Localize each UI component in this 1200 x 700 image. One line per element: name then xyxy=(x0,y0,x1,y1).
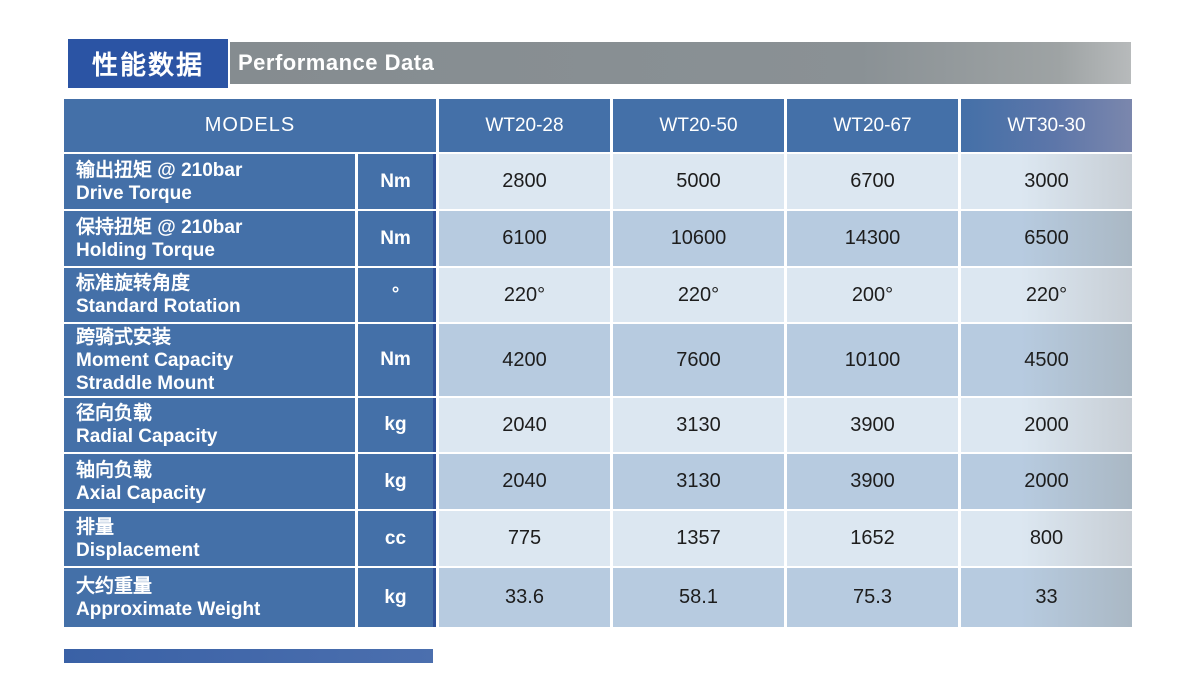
row-label-line: Displacement xyxy=(76,539,200,561)
row-label-line: Holding Torque xyxy=(76,239,215,261)
value-cell: 220° xyxy=(961,268,1132,322)
model-column-header: WT30-30 xyxy=(961,99,1132,152)
row-label-cell: 大约重量 Approximate Weight xyxy=(64,568,355,627)
value-cell: 58.1 xyxy=(613,568,784,627)
models-header-cell: MODELS xyxy=(64,99,436,152)
value-cell: 75.3 xyxy=(787,568,958,627)
value-cell: 775 xyxy=(439,511,610,566)
row-label-cell: 保持扭矩 @ 210bar Holding Torque xyxy=(64,211,355,266)
value-cell: 33 xyxy=(961,568,1132,627)
row-label-line: 大约重量 xyxy=(76,575,153,597)
value-cell: 14300 xyxy=(787,211,958,266)
row-unit-cell: Nm xyxy=(358,211,436,266)
row-unit-cell: kg xyxy=(358,454,436,509)
row-label-cell: 跨骑式安装 Moment Capacity Straddle Mount xyxy=(64,324,355,396)
value-cell: 3130 xyxy=(613,454,784,509)
value-cell: 6500 xyxy=(961,211,1132,266)
value-cell: 800 xyxy=(961,511,1132,566)
model-column-header: WT20-28 xyxy=(439,99,610,152)
value-cell: 1357 xyxy=(613,511,784,566)
section-title-en: Performance Data xyxy=(238,50,435,75)
value-cell: 2040 xyxy=(439,454,610,509)
row-label-cell: 排量 Displacement xyxy=(64,511,355,566)
value-cell: 33.6 xyxy=(439,568,610,627)
value-cell: 3130 xyxy=(613,398,784,452)
value-cell: 6100 xyxy=(439,211,610,266)
value-cell: 220° xyxy=(613,268,784,322)
value-cell: 4200 xyxy=(439,324,610,396)
row-label-line: Axial Capacity xyxy=(76,482,206,504)
row-label-line: Standard Rotation xyxy=(76,296,241,317)
row-label-line: 保持扭矩 @ 210bar xyxy=(76,216,243,238)
row-label-cell: 输出扭矩 @ 210bar Drive Torque xyxy=(64,154,355,209)
value-cell: 2000 xyxy=(961,454,1132,509)
value-cell: 10100 xyxy=(787,324,958,396)
value-cell: 3900 xyxy=(787,398,958,452)
row-label-line: 标准旋转角度 xyxy=(76,273,191,294)
value-cell: 3000 xyxy=(961,154,1132,209)
model-column-header: WT20-67 xyxy=(787,99,958,152)
value-cell: 4500 xyxy=(961,324,1132,396)
row-label-line: 排量 xyxy=(76,516,115,538)
performance-table: MODELS WT20-28 WT20-50 WT20-67 WT30-30 输出扭矩 @… xyxy=(64,99,1132,627)
row-label-cell: 标准旋转角度 Standard Rotation xyxy=(64,268,355,322)
row-label-line: 跨骑式安装 xyxy=(76,326,172,348)
value-cell: 3900 xyxy=(787,454,958,509)
section-title-bar: Performance Data xyxy=(230,42,1131,84)
value-cell: 200° xyxy=(787,268,958,322)
row-label-line: Radial Capacity xyxy=(76,426,218,447)
next-section-bar xyxy=(64,649,433,663)
value-cell: 2800 xyxy=(439,154,610,209)
value-cell: 2000 xyxy=(961,398,1132,452)
row-label-line: Approximate Weight xyxy=(76,598,261,620)
row-unit-cell: Nm xyxy=(358,324,436,396)
row-label-line: Drive Torque xyxy=(76,182,192,204)
row-unit-cell: kg xyxy=(358,568,436,627)
row-label-cell: 轴向负载 Axial Capacity xyxy=(64,454,355,509)
value-cell: 220° xyxy=(439,268,610,322)
row-unit-cell: Nm xyxy=(358,154,436,209)
value-cell: 6700 xyxy=(787,154,958,209)
model-column-header: WT20-50 xyxy=(613,99,784,152)
row-label-line: Straddle Mount xyxy=(76,372,215,394)
row-unit-cell: ° xyxy=(358,268,436,322)
value-cell: 1652 xyxy=(787,511,958,566)
row-unit-cell: cc xyxy=(358,511,436,566)
value-cell: 7600 xyxy=(613,324,784,396)
value-cell: 5000 xyxy=(613,154,784,209)
row-label-line: 输出扭矩 @ 210bar xyxy=(76,159,243,181)
section-title-zh: 性能数据 xyxy=(68,39,228,88)
value-cell: 10600 xyxy=(613,211,784,266)
row-label-line: 轴向负载 xyxy=(76,459,153,481)
row-label-line: 径向负载 xyxy=(76,403,153,424)
row-label-line: Moment Capacity xyxy=(76,349,234,371)
row-unit-cell: kg xyxy=(358,398,436,452)
value-cell: 2040 xyxy=(439,398,610,452)
row-label-cell: 径向负载 Radial Capacity xyxy=(64,398,355,452)
